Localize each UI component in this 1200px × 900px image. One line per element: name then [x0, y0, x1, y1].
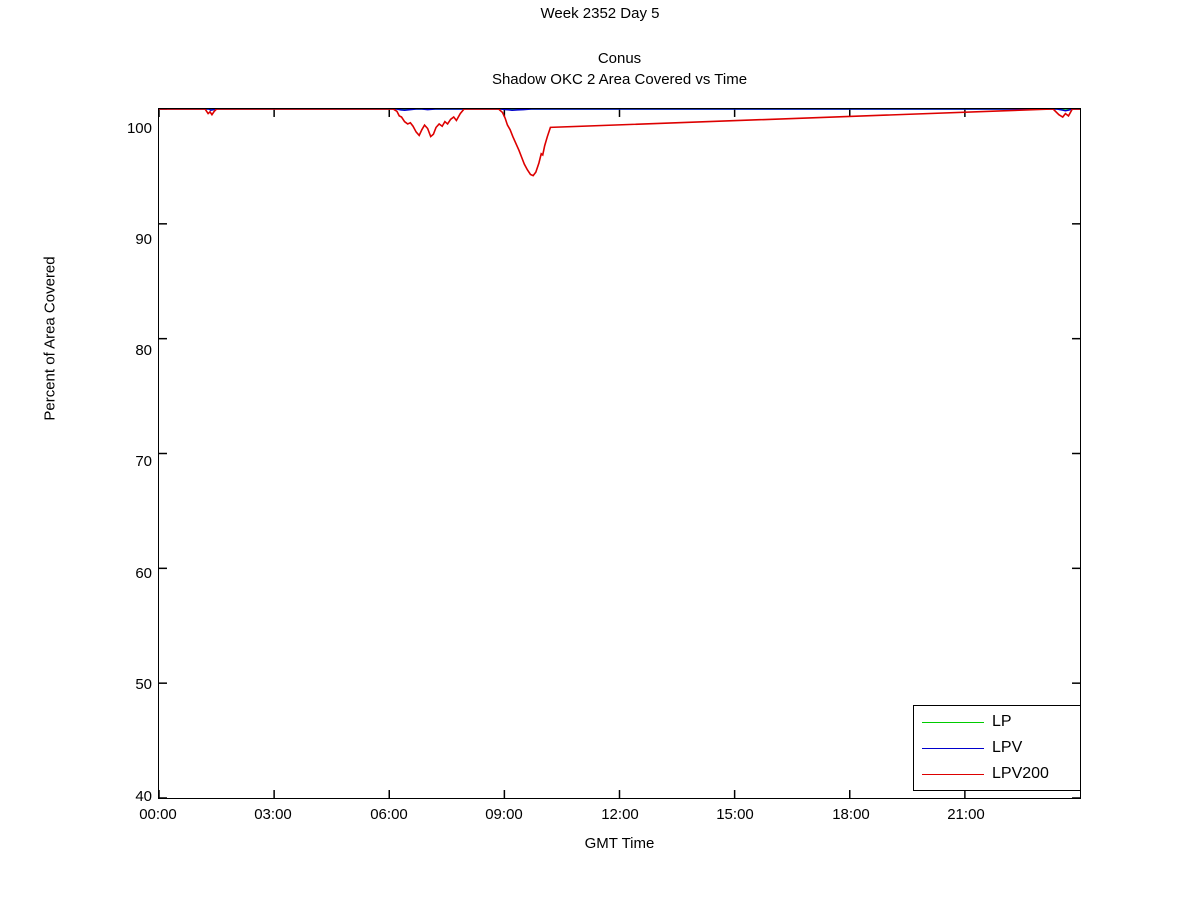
figure-suptitle: Week 2352 Day 5	[540, 5, 660, 22]
legend-box[interactable]: LP LPV LPV200	[913, 705, 1081, 791]
y-tick-40: 40	[135, 788, 152, 805]
y-axis-label: Percent of Area Covered	[41, 256, 59, 421]
legend-item-lpv[interactable]: LPV	[922, 736, 1074, 762]
y-tick-80: 80	[135, 342, 152, 359]
y-tick-90: 90	[135, 231, 152, 248]
legend-label-lpv: LPV	[992, 739, 1023, 756]
x-tick-1200: 12:00	[601, 806, 639, 823]
plot-area	[158, 108, 1081, 799]
legend-swatch-lpv	[922, 748, 984, 749]
legend-label-lp: LP	[992, 713, 1012, 730]
x-tick-0600: 06:00	[370, 806, 408, 823]
x-tick-1800: 18:00	[832, 806, 870, 823]
x-tick-0300: 03:00	[254, 806, 292, 823]
x-tick-0000: 00:00	[139, 806, 177, 823]
y-axis-tick-labels: 100 90 80 70 60 50 40	[88, 0, 152, 900]
y-tick-70: 70	[135, 453, 152, 470]
x-tick-0900: 09:00	[485, 806, 523, 823]
axes-title: Conus Shadow OKC 2 Area Covered vs Time	[158, 48, 1081, 90]
x-tick-2100: 21:00	[947, 806, 985, 823]
y-tick-100: 100	[126, 120, 152, 137]
axis-ticks	[159, 109, 1080, 798]
axes-title-line1: Conus	[597, 50, 642, 67]
data-series-group	[159, 109, 1080, 177]
plot-svg	[159, 109, 1080, 798]
x-axis-label: GMT Time	[584, 835, 655, 852]
y-tick-50: 50	[135, 676, 152, 693]
legend-label-lpv200: LPV200	[992, 765, 1049, 782]
legend-item-lpv200[interactable]: LPV200	[922, 762, 1074, 788]
y-tick-60: 60	[135, 565, 152, 582]
x-tick-1500: 15:00	[716, 806, 754, 823]
legend-swatch-lpv200	[922, 774, 984, 775]
legend-swatch-lp	[922, 722, 984, 723]
legend-item-lp[interactable]: LP	[922, 710, 1074, 736]
series-line-lpv200	[159, 109, 1080, 177]
axes-title-line2: Shadow OKC 2 Area Covered vs Time	[491, 71, 748, 88]
